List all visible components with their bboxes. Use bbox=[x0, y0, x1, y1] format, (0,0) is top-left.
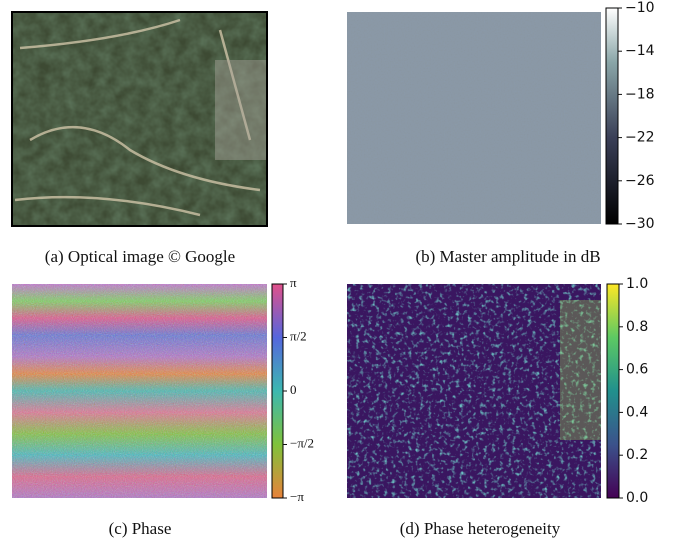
caption: (d) Phase heterogeneity bbox=[400, 519, 561, 538]
tick-label: π bbox=[290, 275, 297, 290]
phase-image bbox=[12, 284, 267, 498]
tick-label: −26 bbox=[625, 173, 655, 189]
optical-image bbox=[11, 11, 268, 227]
tick-label: −18 bbox=[625, 86, 655, 102]
colorbar bbox=[606, 283, 620, 499]
tick-label: 0.6 bbox=[626, 362, 648, 378]
tick-label: π/2 bbox=[290, 328, 307, 343]
tick-label: −14 bbox=[625, 43, 655, 59]
colorbar bbox=[271, 283, 284, 499]
tick-label: 0.0 bbox=[626, 490, 648, 506]
caption: (c) Phase bbox=[109, 519, 172, 538]
colorbar bbox=[605, 7, 619, 225]
tick-label: −π bbox=[290, 489, 304, 504]
tick-label: 0 bbox=[290, 382, 297, 397]
tick-label: 0.8 bbox=[626, 319, 648, 335]
tick-label: −30 bbox=[625, 216, 655, 232]
amplitude-image bbox=[347, 12, 601, 224]
tick-label: 1.0 bbox=[626, 276, 648, 292]
heterogeneity-image bbox=[347, 284, 601, 498]
tick-label: −10 bbox=[625, 0, 655, 16]
tick-label: 0.2 bbox=[626, 447, 648, 463]
caption: (b) Master amplitude in dB bbox=[415, 247, 600, 266]
tick-label: −π/2 bbox=[290, 435, 314, 450]
tick-label: 0.4 bbox=[626, 404, 648, 420]
caption: (a) Optical image © Google bbox=[45, 247, 235, 266]
tick-label: −22 bbox=[625, 130, 655, 146]
